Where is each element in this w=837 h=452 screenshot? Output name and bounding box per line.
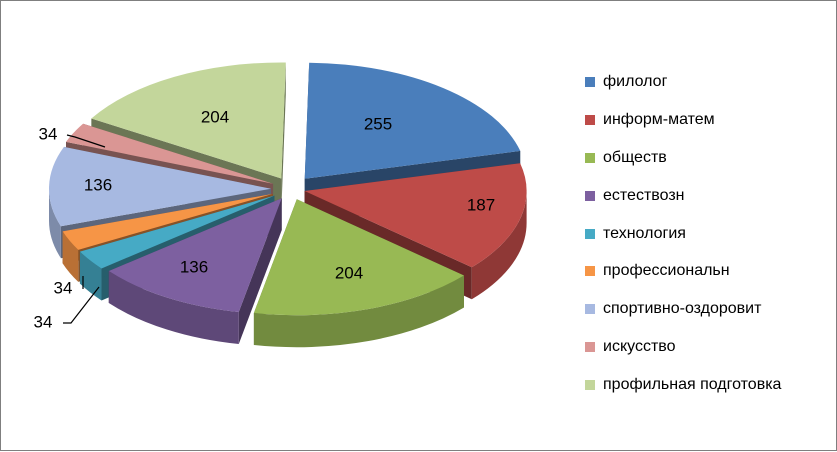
legend-swatch: [585, 266, 595, 277]
legend-label: обществ: [603, 148, 667, 166]
data-label-7: 136: [84, 175, 112, 194]
legend-swatch: [585, 114, 595, 125]
legend-label: естествозн: [603, 186, 685, 204]
legend-swatch: [585, 190, 595, 201]
legend-item-6: профессиональн: [585, 252, 781, 290]
legend: филолог информ-матем обществ естествозн техн…: [585, 63, 781, 404]
data-label-6: 34: [54, 278, 73, 297]
legend-item-7: спортивно-оздоровит: [585, 290, 781, 328]
leader-line-5: [63, 286, 100, 324]
legend-swatch: [585, 342, 595, 353]
legend-item-8: искусство: [585, 328, 781, 366]
legend-label: информ-матем: [603, 110, 715, 128]
legend-item-1: филолог: [585, 63, 781, 101]
legend-swatch: [585, 76, 595, 87]
pie-slice-3: [253, 199, 464, 348]
legend-label: спортивно-оздоровит: [603, 300, 762, 318]
data-label-3: 204: [335, 263, 363, 282]
legend-swatch: [585, 380, 595, 391]
data-label-5: 34: [34, 312, 53, 331]
legend-label: профессиональн: [603, 262, 730, 280]
legend-swatch: [585, 228, 595, 239]
legend-swatch: [585, 152, 595, 163]
pie-slice-4: [108, 198, 282, 345]
data-label-8: 34: [39, 124, 58, 143]
legend-item-4: естествозн: [585, 177, 781, 215]
data-label-1: 255: [364, 114, 392, 133]
legend-item-5: технология: [585, 215, 781, 253]
data-label-2: 187: [467, 195, 495, 214]
legend-swatch: [585, 304, 595, 315]
legend-label: профильная подготовка: [603, 376, 782, 394]
legend-item-2: информ-матем: [585, 101, 781, 139]
leader-line-8: [66, 134, 106, 148]
legend-label: технология: [603, 224, 686, 242]
legend-item-9: профильная подготовка: [585, 366, 781, 404]
data-label-4: 136: [180, 257, 208, 276]
legend-label: искусство: [603, 338, 676, 356]
data-label-9: 204: [201, 107, 229, 126]
legend-label: филолог: [603, 72, 668, 90]
legend-item-3: обществ: [585, 139, 781, 177]
